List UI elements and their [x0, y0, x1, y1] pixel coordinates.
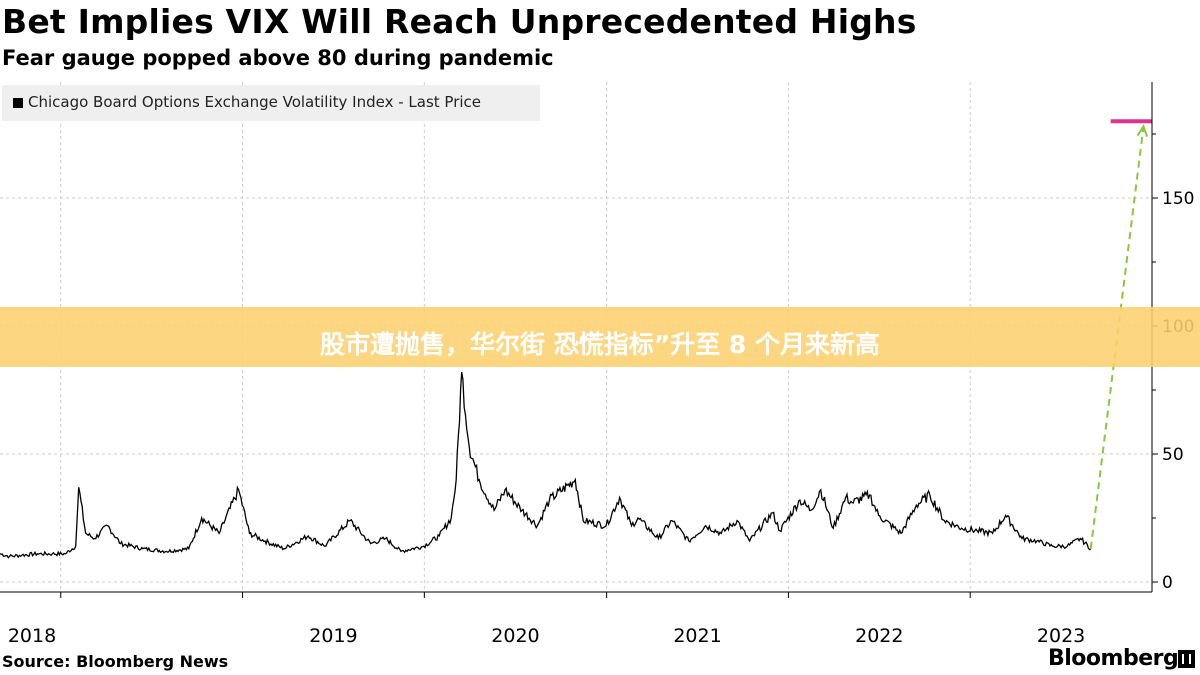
x-tick-label: 2022 — [855, 625, 903, 647]
projection-arrowhead — [1136, 124, 1148, 138]
terminal-logo-icon — [1178, 650, 1195, 668]
legend-label: Chicago Board Options Exchange Volatilit… — [28, 93, 482, 111]
projection-dashed-line — [1089, 126, 1145, 549]
tick-labels: 050100150201820192020202120222023 — [8, 189, 1195, 647]
legend: Chicago Board Options Exchange Volatilit… — [2, 85, 540, 121]
y-tick-label: 150 — [1162, 189, 1194, 209]
vix-line — [0, 371, 1092, 559]
x-tick-label: 2023 — [1037, 625, 1085, 647]
y-tick-label: 50 — [1162, 445, 1184, 465]
banner-text: 股市遭抛售，华尔街 恐慌指标”升至 8 个月来新高 — [320, 330, 880, 359]
overlay-banner: 股市遭抛售，华尔街 恐慌指标”升至 8 个月来新高 — [0, 307, 1200, 367]
chart-title: Bet Implies VIX Will Reach Unprecedented… — [2, 2, 917, 41]
x-tick-label: 2020 — [491, 625, 539, 647]
x-tick-label: 2018 — [8, 625, 56, 647]
series-layer — [0, 119, 1152, 559]
x-tick-label: 2019 — [309, 625, 357, 647]
x-tick-label: 2021 — [673, 625, 721, 647]
source-note: Source: Bloomberg News — [2, 652, 229, 671]
legend-swatch — [13, 98, 23, 108]
brand-logo-text: Bloomberg — [1048, 646, 1179, 671]
chart-subtitle: Fear gauge popped above 80 during pandem… — [2, 46, 554, 70]
y-tick-label: 0 — [1162, 573, 1173, 593]
